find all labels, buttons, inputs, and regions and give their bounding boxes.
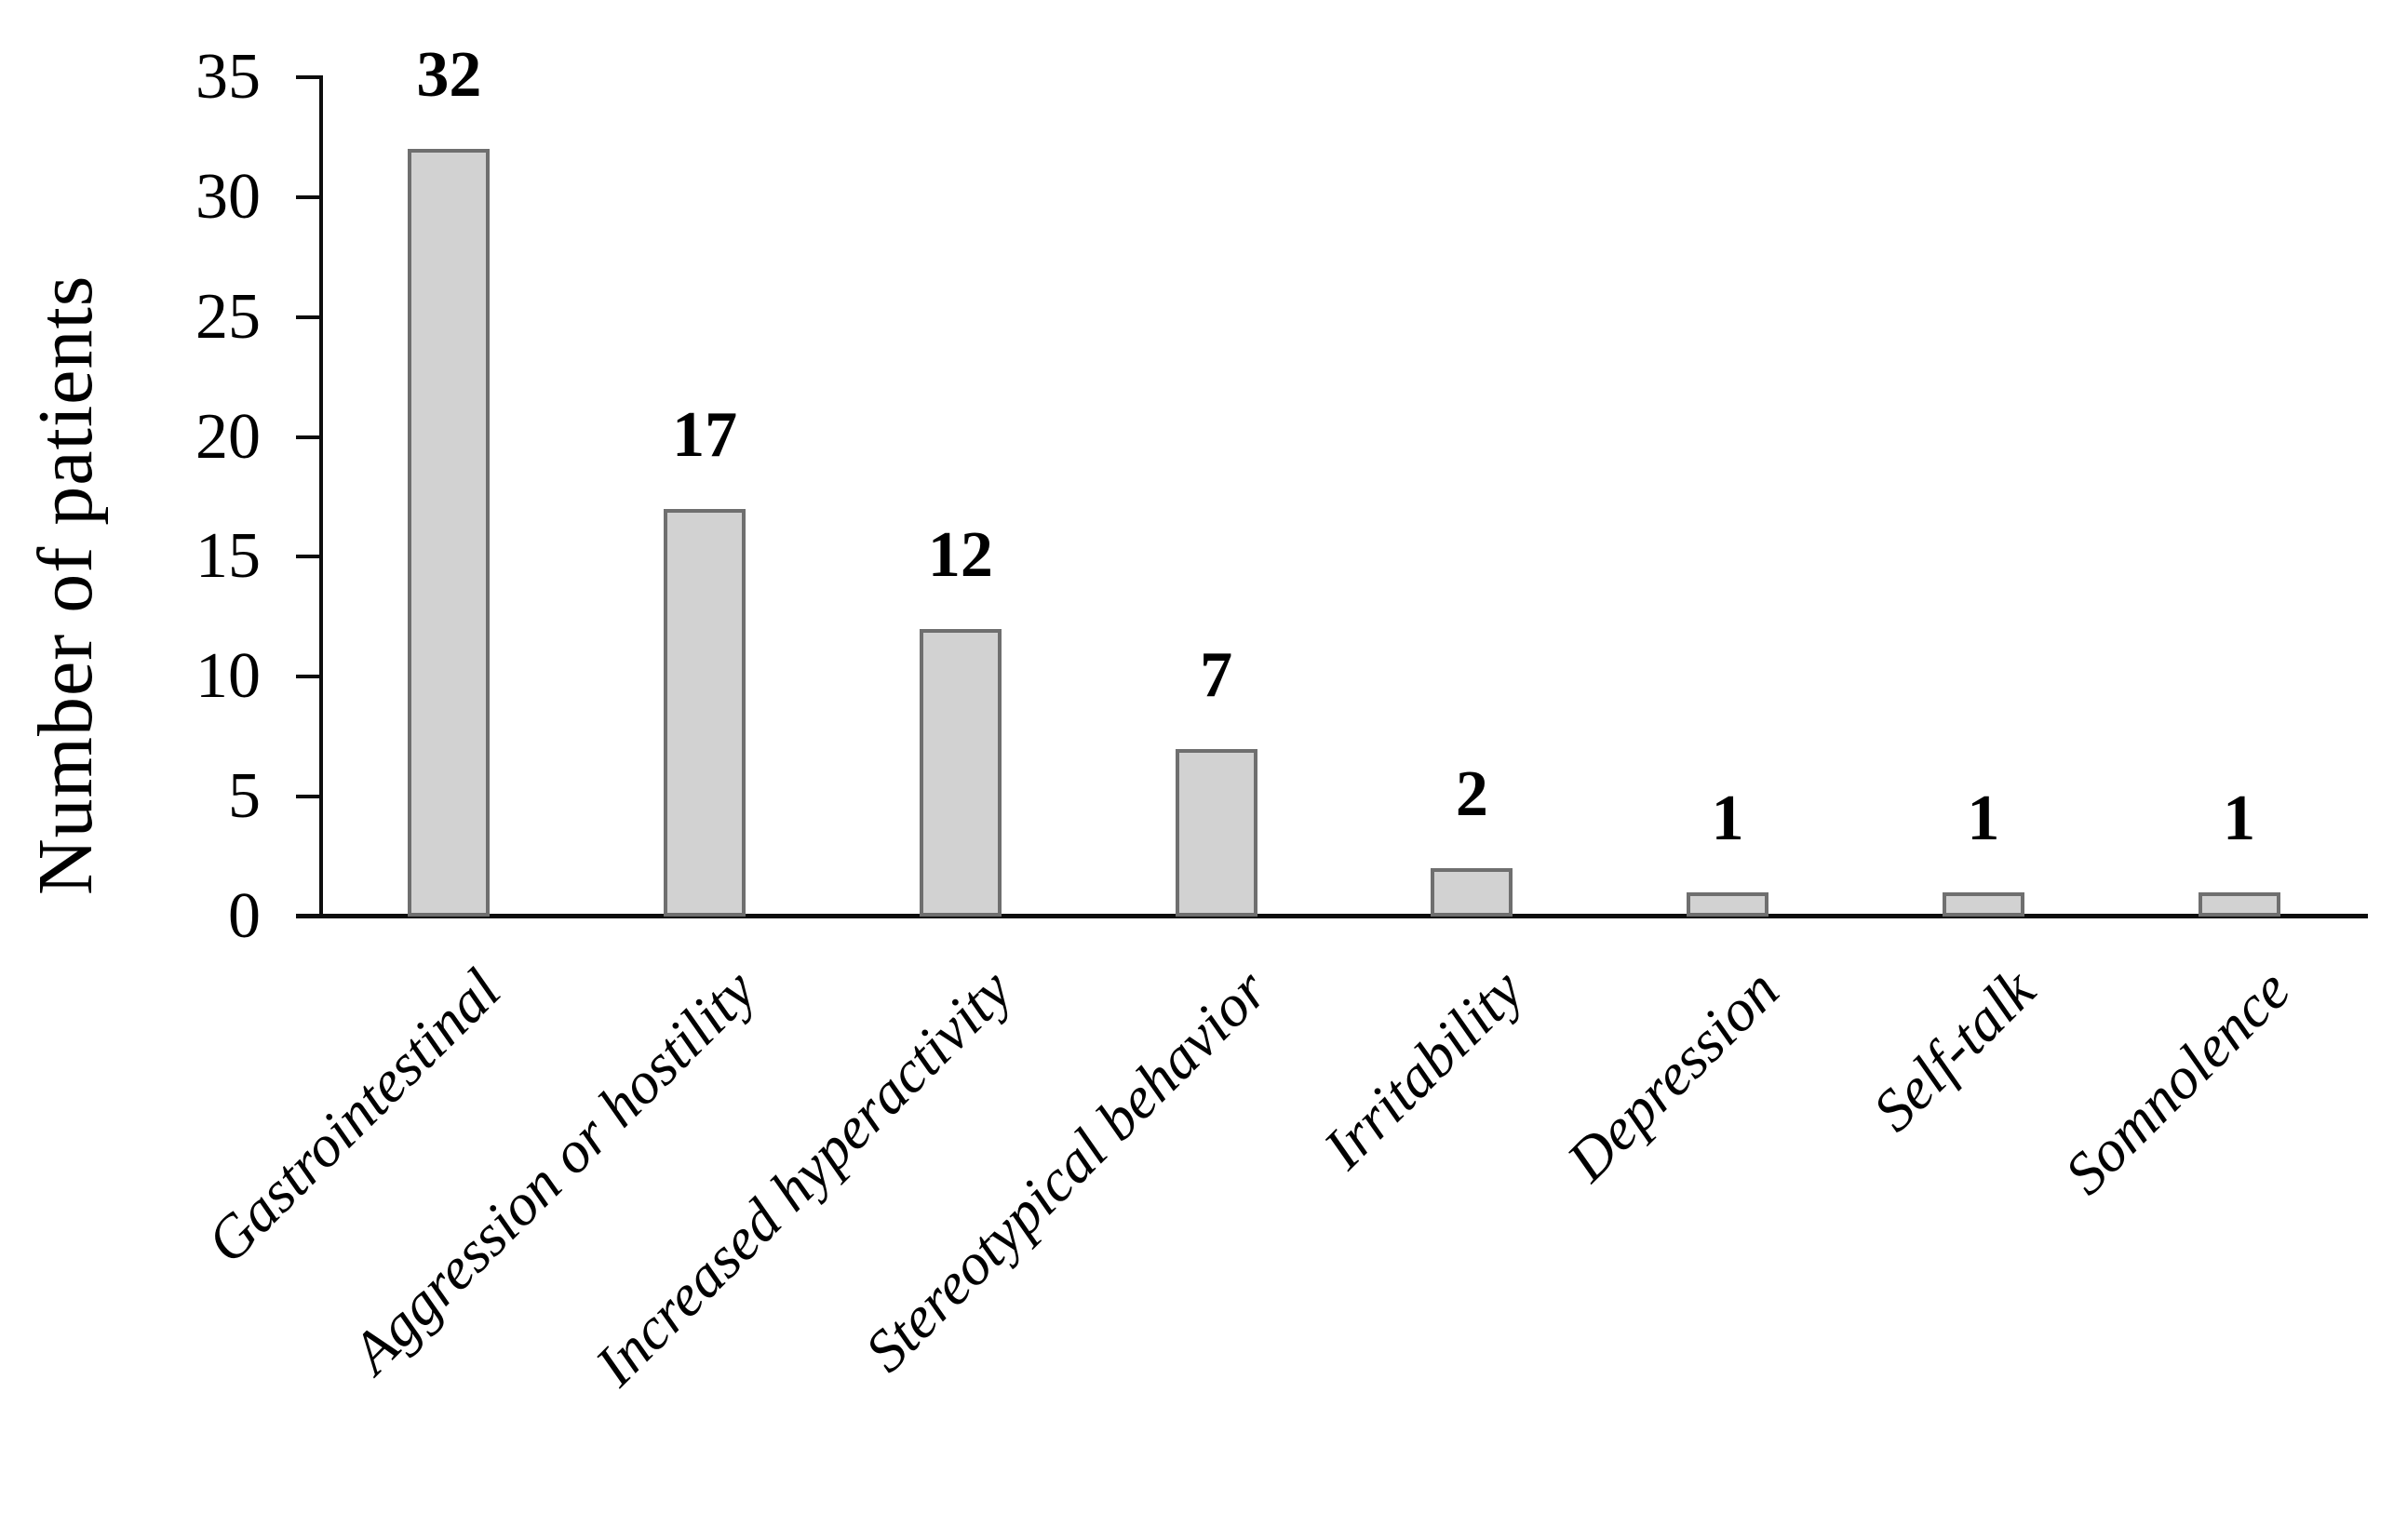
x-axis-label-increased-hyperactivity: Increased hyperactivity [582, 957, 1025, 1399]
bar-value-label: 2 [1455, 758, 1488, 831]
y-tick-mark [296, 194, 321, 199]
bar-value-label: 32 [416, 39, 482, 112]
y-tick-mark [296, 315, 321, 319]
bar-value-label: 1 [2223, 783, 2256, 855]
y-tick-label: 25 [195, 280, 261, 353]
x-axis-label-irritability: Irritability [1311, 957, 1536, 1182]
y-tick-label: 10 [195, 640, 261, 713]
bar-aggression-or-hostility [664, 508, 746, 917]
y-tick-mark [296, 75, 321, 79]
y-tick-mark [296, 435, 321, 439]
bar-value-label: 1 [1711, 783, 1744, 855]
bar-value-label: 12 [927, 518, 993, 591]
x-axis-label-self-talk: Self-talk [1860, 957, 2048, 1144]
bar-value-label: 7 [1200, 638, 1233, 711]
y-tick-label: 15 [195, 520, 261, 593]
y-tick-label: 5 [228, 760, 261, 833]
y-tick-mark [296, 795, 321, 799]
y-tick-label: 0 [228, 880, 261, 952]
bar-stereotypical-behavior [1175, 748, 1257, 917]
bar-value-label: 1 [1967, 783, 2000, 855]
x-axis-label-somnolence: Somnolence [2051, 957, 2303, 1207]
y-tick-mark [296, 915, 321, 918]
bar-gastrointestinal [408, 149, 491, 917]
bar-depression [1687, 892, 1769, 917]
x-axis-line [296, 914, 2368, 918]
y-tick-mark [296, 555, 321, 559]
x-axis-label-depression: Depression [1553, 957, 1792, 1194]
bar-somnolence [2198, 892, 2280, 917]
y-tick-label: 20 [195, 400, 261, 473]
y-axis-line [319, 75, 323, 918]
y-tick-label: 35 [195, 41, 261, 113]
bar-value-label: 17 [672, 398, 738, 471]
bar-self-talk [1942, 892, 2024, 917]
bar-irritability [1431, 868, 1513, 917]
y-tick-label: 30 [195, 160, 261, 233]
y-tick-mark [296, 675, 321, 679]
bar-increased-hyperactivity [919, 628, 1002, 917]
